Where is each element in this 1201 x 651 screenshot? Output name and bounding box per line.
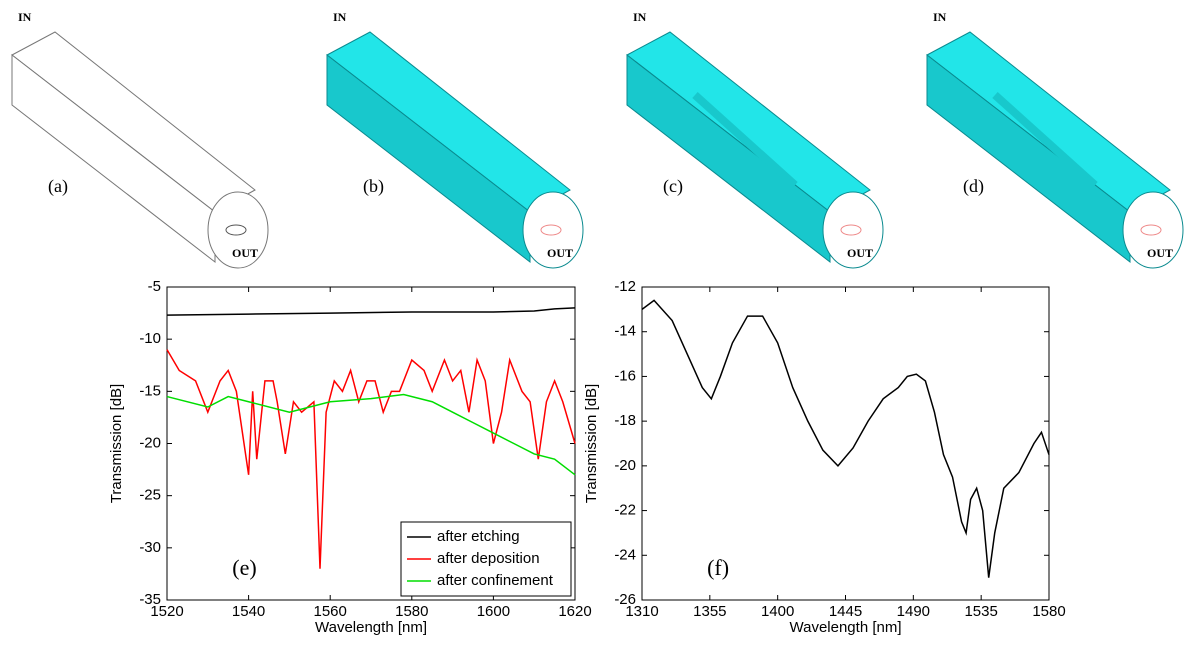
device-end — [522, 191, 584, 269]
annotation: (f) — [707, 555, 729, 580]
y-tick-label: -30 — [139, 539, 161, 556]
x-tick-label: 1620 — [558, 603, 591, 620]
panel-label: (c) — [663, 176, 683, 197]
x-axis-label: Wavelength [nm] — [790, 619, 902, 636]
x-tick-label: 1600 — [477, 603, 510, 620]
in-label: IN — [633, 10, 647, 24]
in-label: IN — [18, 10, 32, 24]
legend-label: after etching — [437, 528, 520, 545]
device-core — [225, 224, 247, 236]
panel-label: (d) — [963, 176, 984, 197]
device-end — [822, 191, 884, 269]
x-tick-label: 1535 — [964, 603, 997, 620]
device-panel: IN (c) OUT — [626, 10, 884, 269]
device-end — [1122, 191, 1184, 269]
y-tick-label: -16 — [614, 367, 636, 384]
out-label: OUT — [1147, 246, 1173, 260]
panel-label: (b) — [363, 176, 384, 197]
y-tick-label: -35 — [139, 591, 161, 608]
x-tick-label: 1445 — [829, 603, 862, 620]
x-tick-label: 1310 — [625, 603, 658, 620]
y-tick-label: -24 — [614, 546, 636, 563]
out-label: OUT — [547, 246, 573, 260]
device-core — [540, 224, 562, 236]
legend-label: after confinement — [437, 572, 554, 589]
y-tick-label: -20 — [139, 434, 161, 451]
y-tick-label: -26 — [614, 591, 636, 608]
device-end — [207, 191, 269, 269]
device-etch — [692, 92, 798, 188]
x-tick-label: 1400 — [761, 603, 794, 620]
device-etch — [992, 92, 1098, 188]
x-tick-label: 1580 — [395, 603, 428, 620]
y-tick-label: -12 — [614, 278, 636, 295]
data-line — [166, 393, 576, 476]
y-tick-label: -15 — [139, 382, 161, 399]
device-core — [1140, 224, 1162, 236]
data-line — [641, 299, 1050, 578]
x-tick-label: 1560 — [314, 603, 347, 620]
y-tick-label: -5 — [148, 278, 161, 295]
x-tick-label: 1580 — [1032, 603, 1065, 620]
data-line — [166, 349, 576, 569]
plot-area — [641, 286, 1050, 601]
y-tick-label: -22 — [614, 502, 636, 519]
device-panel: IN (a) OUT — [11, 10, 269, 269]
panel-label: (a) — [48, 176, 68, 197]
y-tick-label: -14 — [614, 323, 636, 340]
y-tick-label: -18 — [614, 412, 636, 429]
x-tick-label: 1355 — [693, 603, 726, 620]
x-tick-label: 1540 — [232, 603, 265, 620]
device-side — [11, 53, 216, 264]
x-axis-label: Wavelength [nm] — [315, 619, 427, 636]
device-side — [326, 53, 531, 264]
in-label: IN — [933, 10, 947, 24]
x-tick-label: 1490 — [897, 603, 930, 620]
device-panel: IN (d) OUT — [926, 10, 1184, 269]
annotation: (e) — [232, 555, 256, 580]
x-tick-label: 1520 — [150, 603, 183, 620]
device-core — [840, 224, 862, 236]
device-panel: IN (b) OUT — [326, 10, 584, 269]
out-label: OUT — [232, 246, 258, 260]
y-axis-label: Transmission [dB] — [108, 384, 125, 503]
out-label: OUT — [847, 246, 873, 260]
legend-label: after deposition — [437, 550, 540, 567]
data-line — [166, 307, 576, 316]
y-tick-label: -20 — [614, 457, 636, 474]
y-tick-label: -10 — [139, 330, 161, 347]
in-label: IN — [333, 10, 347, 24]
y-tick-label: -25 — [139, 487, 161, 504]
y-axis-label: Transmission [dB] — [583, 384, 600, 503]
